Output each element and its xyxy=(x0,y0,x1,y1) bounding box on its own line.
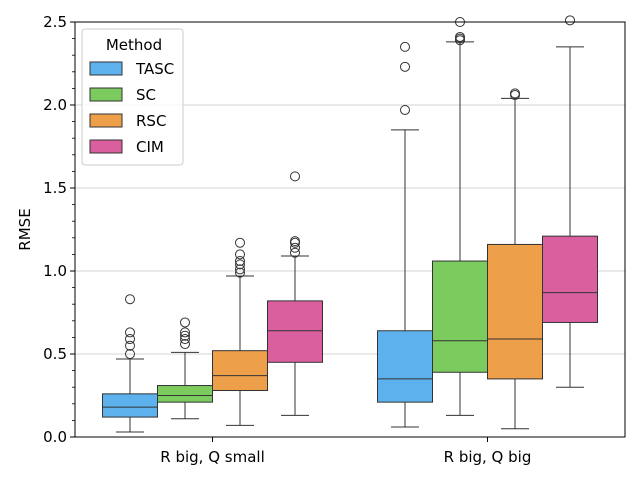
outlier-point xyxy=(235,259,245,270)
box-sc xyxy=(157,385,213,403)
legend-title: Method xyxy=(106,36,162,54)
legend-label-sc: SC xyxy=(136,86,156,104)
y-tick-label: 0.5 xyxy=(43,345,67,363)
outlier-point xyxy=(180,334,190,345)
outlier-point xyxy=(180,330,190,341)
y-tick-label: 0.0 xyxy=(43,428,67,446)
outlier-point xyxy=(180,317,190,328)
y-tick-label: 2.5 xyxy=(43,13,67,31)
outlier-point xyxy=(565,15,575,26)
y-tick-label: 2.0 xyxy=(43,96,67,114)
x-tick-label: R big, Q big xyxy=(444,448,532,466)
outlier-point xyxy=(125,334,135,345)
outlier-point xyxy=(290,247,300,258)
outlier-point xyxy=(400,104,410,115)
axes-frame xyxy=(74,21,626,438)
box-rsc xyxy=(212,350,268,392)
outlier-point xyxy=(125,349,135,359)
x-tick-label: R big, Q small xyxy=(160,448,264,466)
legend-swatch-tasc xyxy=(89,61,123,76)
y-tick-label: 1.0 xyxy=(43,262,67,280)
axes: 0.0 0.5 1.0 1.5 2.0 2.5 R big, Q small R big, Q… xyxy=(43,13,626,466)
outlier-point xyxy=(235,264,245,275)
outlier-point xyxy=(235,237,245,248)
legend-label-tasc: TASC xyxy=(135,60,174,78)
outlier-point xyxy=(400,41,410,52)
box-cim xyxy=(542,235,598,323)
outlier-point xyxy=(180,327,190,338)
outlier-point xyxy=(510,88,520,99)
outlier-point xyxy=(180,339,190,350)
outlier-point xyxy=(235,249,245,260)
legend-label-rsc: RSC xyxy=(136,112,166,130)
legend-swatch-sc xyxy=(89,87,123,102)
outlier-point xyxy=(235,267,245,278)
outlier-point xyxy=(235,256,245,267)
box-cim xyxy=(267,300,323,363)
y-axis-label: RMSE xyxy=(16,208,34,250)
outlier-point xyxy=(290,236,300,247)
legend-swatch-rsc xyxy=(89,113,123,128)
box-rsc xyxy=(487,243,543,380)
outlier-point xyxy=(125,327,135,338)
legend-label-cim: CIM xyxy=(136,138,164,156)
box-tasc xyxy=(377,330,433,403)
outlier-point xyxy=(290,171,300,182)
y-tick-label: 1.5 xyxy=(43,179,67,197)
box-layer xyxy=(102,15,598,433)
outlier-point xyxy=(290,242,300,253)
legend-swatch-cim xyxy=(89,139,123,154)
box-tasc xyxy=(102,393,158,418)
legend: Method TASC SC RSC CIM xyxy=(81,28,184,166)
outlier-point xyxy=(455,31,465,42)
box-sc xyxy=(432,260,488,373)
outlier-point xyxy=(400,61,410,72)
outlier-point xyxy=(125,294,135,305)
outlier-point xyxy=(125,340,135,351)
